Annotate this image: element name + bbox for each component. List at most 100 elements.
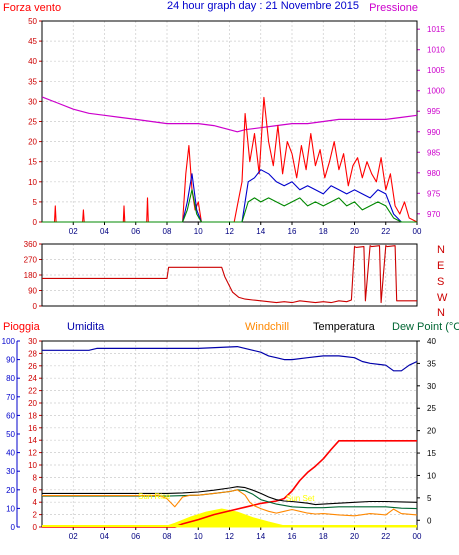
x-tick-label: 00 bbox=[413, 532, 422, 541]
y2-tick-label: 1015 bbox=[427, 25, 445, 34]
y2-tick-label: 10 bbox=[427, 471, 436, 480]
temperature-grid bbox=[42, 341, 417, 527]
x-tick-label: 20 bbox=[350, 532, 359, 541]
legend-dewpoint: Dew Point (°C bbox=[392, 321, 459, 333]
y2-tick-label: 20 bbox=[427, 427, 436, 436]
x-tick-label: 20 bbox=[350, 227, 359, 236]
compass-label: N bbox=[437, 244, 445, 256]
y-tick-label: 20 bbox=[28, 138, 37, 147]
x-tick-label: 06 bbox=[131, 227, 140, 236]
sunrise-label: Sun Rise bbox=[138, 492, 171, 501]
temperature-series bbox=[42, 346, 418, 528]
sunset-label: Sun Set bbox=[286, 494, 315, 503]
y-tick-label: 4 bbox=[33, 498, 38, 507]
y-tick-label: 45 bbox=[28, 37, 37, 46]
humidity-tick-label: 40 bbox=[6, 449, 15, 458]
y2-tick-label: 15 bbox=[427, 449, 436, 458]
compass-label: W bbox=[437, 292, 448, 304]
y-tick-label: 30 bbox=[28, 97, 37, 106]
y2-tick-label: 35 bbox=[427, 359, 436, 368]
x-tick-label: 12 bbox=[225, 227, 234, 236]
plot-frame bbox=[41, 243, 418, 307]
y-tick-label: 270 bbox=[24, 256, 38, 265]
y2-tick-label: 970 bbox=[427, 210, 441, 219]
y-tick-label: 40 bbox=[28, 57, 37, 66]
x-tick-label: 04 bbox=[100, 227, 109, 236]
legend-pioggia: Pioggia bbox=[3, 321, 41, 333]
y-tick-label: 20 bbox=[28, 399, 37, 408]
y-tick-label: 15 bbox=[28, 158, 37, 167]
x-tick-label: 22 bbox=[381, 227, 390, 236]
x-tick-label: 18 bbox=[319, 532, 328, 541]
x-tick-label: 04 bbox=[100, 532, 109, 541]
series-pressione bbox=[41, 96, 418, 133]
y-tick-label: 24 bbox=[28, 374, 37, 383]
humidity-tick-label: 80 bbox=[6, 374, 15, 383]
series-umidita bbox=[42, 346, 418, 372]
y-tick-label: 10 bbox=[28, 461, 37, 470]
graph-date-title: 24 hour graph day : 21 Novembre 2015 bbox=[167, 0, 359, 12]
x-tick-label: 02 bbox=[69, 532, 78, 541]
y-tick-label: 2 bbox=[33, 511, 38, 520]
series-windchill bbox=[42, 489, 418, 517]
humidity-tick-label: 20 bbox=[6, 486, 15, 495]
series-velocita-vento bbox=[42, 189, 417, 223]
x-tick-label: 10 bbox=[194, 227, 203, 236]
legend-umidita: Umidita bbox=[67, 321, 105, 333]
y2-tick-label: 990 bbox=[427, 128, 441, 137]
compass-label: E bbox=[437, 260, 444, 272]
x-tick-label: 12 bbox=[225, 532, 234, 541]
x-tick-label: 14 bbox=[256, 532, 265, 541]
y-tick-label: 180 bbox=[24, 271, 38, 280]
y-tick-label: 30 bbox=[28, 337, 37, 346]
compass-label: S bbox=[437, 276, 444, 288]
wind-axes: 0510152025303540455097097598098599099510… bbox=[28, 17, 445, 236]
x-tick-label: 18 bbox=[319, 227, 328, 236]
legend-windchill: Windchill bbox=[245, 321, 289, 333]
humidity-tick-label: 60 bbox=[6, 411, 15, 420]
y2-tick-label: 1005 bbox=[427, 66, 445, 75]
humidity-tick-label: 30 bbox=[6, 467, 15, 476]
humidity-tick-label: 100 bbox=[2, 337, 16, 346]
series-vento-medio bbox=[42, 169, 417, 223]
y-tick-label: 360 bbox=[24, 240, 38, 249]
y2-tick-label: 1000 bbox=[427, 87, 445, 96]
y2-tick-label: 40 bbox=[427, 337, 436, 346]
y-tick-label: 50 bbox=[28, 17, 37, 26]
x-tick-label: 08 bbox=[163, 227, 172, 236]
wind-grid bbox=[42, 21, 417, 222]
legend-temperatura: Temperatura bbox=[313, 321, 376, 333]
x-tick-label: 02 bbox=[69, 227, 78, 236]
humidity-tick-label: 90 bbox=[6, 356, 15, 365]
y-tick-label: 16 bbox=[28, 424, 37, 433]
x-tick-label: 16 bbox=[288, 532, 297, 541]
pressure-title: Pressione bbox=[369, 2, 418, 14]
x-tick-label: 14 bbox=[256, 227, 265, 236]
y-tick-label: 6 bbox=[33, 486, 38, 495]
y2-tick-label: 975 bbox=[427, 189, 441, 198]
compass-label: N bbox=[437, 307, 445, 319]
y-tick-label: 8 bbox=[33, 473, 38, 482]
y2-tick-label: 985 bbox=[427, 148, 441, 157]
y-tick-label: 22 bbox=[28, 387, 37, 396]
direction-grid bbox=[42, 244, 417, 306]
humidity-tick-label: 70 bbox=[6, 393, 15, 402]
y-tick-label: 5 bbox=[33, 198, 38, 207]
y2-tick-label: 995 bbox=[427, 107, 441, 116]
humidity-tick-label: 10 bbox=[6, 504, 15, 513]
y2-tick-label: 980 bbox=[427, 169, 441, 178]
y-tick-label: 0 bbox=[33, 523, 38, 532]
x-tick-label: 10 bbox=[194, 532, 203, 541]
y-tick-label: 0 bbox=[33, 218, 38, 227]
temperature-axes: 0246810121416182022242628300102030405060… bbox=[2, 337, 437, 541]
direction-series bbox=[42, 245, 417, 304]
x-tick-label: 08 bbox=[163, 532, 172, 541]
y2-tick-label: 30 bbox=[427, 382, 436, 391]
series-temperatura bbox=[42, 486, 418, 506]
y-tick-label: 0 bbox=[33, 302, 38, 311]
y2-tick-label: 25 bbox=[427, 404, 436, 413]
series-pioggia bbox=[42, 439, 417, 528]
y-tick-label: 28 bbox=[28, 349, 37, 358]
x-tick-label: 06 bbox=[131, 532, 140, 541]
